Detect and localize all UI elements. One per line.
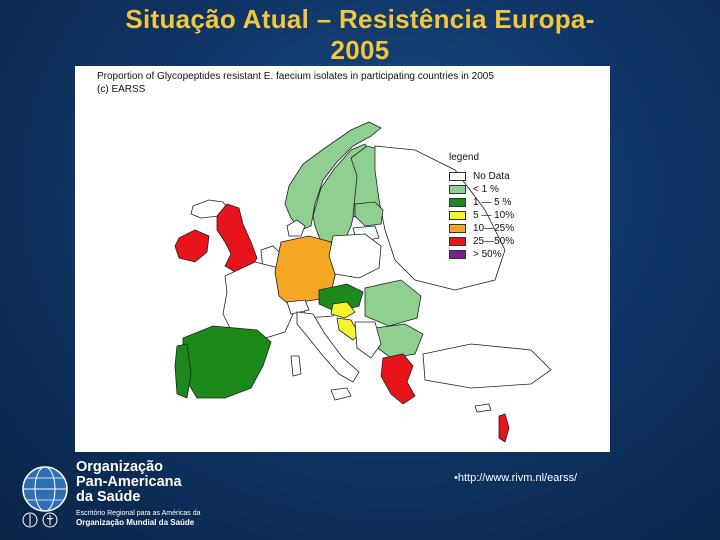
legend-item: < 1 % <box>449 183 514 196</box>
region-portugal <box>174 343 192 399</box>
legend-item: 1 — 5 % <box>449 196 514 209</box>
org-name-line-1: Organização <box>76 459 164 475</box>
region-greece <box>380 353 416 405</box>
org-name-line-3: da Saúde <box>76 489 141 505</box>
europe-resistance-map: Proportion of Glycopeptides resistant E.… <box>75 66 610 452</box>
paho-emblem-icon <box>22 512 38 528</box>
region-bulgaria <box>374 323 424 359</box>
legend-item: > 50% <box>449 248 514 261</box>
source-url[interactable]: •http://www.rivm.nl/earss/ <box>454 472 578 484</box>
region-ireland <box>174 229 210 263</box>
legend-item: No Data <box>449 170 514 183</box>
organization-subtitle: Escritório Regional para as Américas da … <box>76 509 201 527</box>
legend-label: No Data <box>473 171 510 182</box>
region-sicily <box>330 387 352 401</box>
legend-swatch <box>449 185 466 194</box>
legend-swatch <box>449 224 466 233</box>
region-balkans <box>354 321 382 359</box>
legend-label: > 50% <box>473 249 502 260</box>
organization-logo: Organização Pan-Americana da Saúde Escri… <box>20 460 240 530</box>
legend-swatch <box>449 211 466 220</box>
region-uk <box>216 203 258 273</box>
legend-item: 5 — 10% <box>449 209 514 222</box>
region-spain <box>182 325 272 399</box>
region-israel <box>498 413 510 443</box>
org-name-line-2: Pan-Americana <box>76 474 182 490</box>
map-caption-line-1: Proportion of Glycopeptides resistant E.… <box>97 71 494 82</box>
slide-title: Situação Atual – Resistência Europa- 200… <box>0 4 720 66</box>
region-hungary <box>318 283 364 313</box>
legend-swatch <box>449 172 466 181</box>
europe-map-graphic <box>174 121 552 443</box>
legend-title: legend <box>449 152 480 163</box>
organization-name: Organização Pan-Americana da Saúde <box>76 460 182 505</box>
legend-swatch <box>449 250 466 259</box>
region-italy <box>296 311 360 383</box>
legend-swatch <box>449 237 466 246</box>
region-sardinia <box>290 355 302 377</box>
globe-emblem-icon <box>22 466 68 512</box>
legend-item: 10—25% <box>449 222 514 235</box>
region-east <box>374 145 506 291</box>
region-cyprus <box>474 403 492 413</box>
region-poland <box>328 233 382 279</box>
region-slovenia <box>330 301 356 319</box>
legend-label: 10—25% <box>473 223 515 234</box>
title-line-1: Situação Atual – Resistência Europa- <box>125 4 595 34</box>
legend-label: 1 — 5 % <box>473 197 512 208</box>
title-line-2: 2005 <box>330 35 390 65</box>
legend-label: 25—50% <box>473 236 515 247</box>
region-baltics <box>354 201 384 227</box>
org-sub-line-2: Organização Mundial da Saúde <box>76 518 195 527</box>
org-sub-line-1: Escritório Regional para as Américas da <box>76 510 201 517</box>
who-emblem-icon <box>42 512 58 528</box>
map-caption-line-2: (c) EARSS <box>97 84 146 95</box>
map-caption: Proportion of Glycopeptides resistant E.… <box>97 70 597 96</box>
region-turkey <box>422 343 552 389</box>
legend-item: 25—50% <box>449 235 514 248</box>
legend-swatch <box>449 198 466 207</box>
legend-label: 5 — 10% <box>473 210 515 221</box>
legend-label: < 1 % <box>473 184 499 195</box>
region-switzerland <box>286 299 310 315</box>
region-denmark <box>286 219 306 237</box>
map-legend: legend No Data < 1 % 1 — 5 % 5 — 10% 10—25% 2… <box>449 152 514 261</box>
region-romania <box>364 279 422 327</box>
